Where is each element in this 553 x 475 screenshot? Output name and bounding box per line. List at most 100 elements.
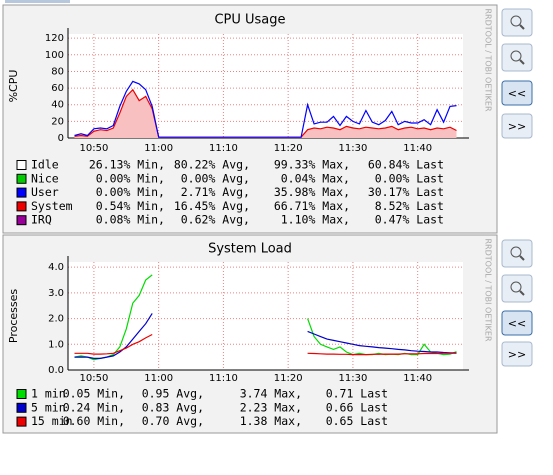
legend-stat: 35.98% Max, [274, 185, 350, 199]
y-tick-label: 40 [51, 100, 64, 111]
tab [5, 0, 70, 3]
legend-stat: 0.66 Last [326, 400, 388, 414]
x-tick-label: 10:50 [79, 373, 108, 384]
y-tick-label: 0 [58, 133, 64, 144]
back-button[interactable] [501, 310, 533, 336]
plot-area [68, 262, 463, 370]
y-tick-label: 20 [51, 116, 64, 127]
legend-swatch [16, 173, 27, 184]
legend-stat: 0.60 Min, [63, 414, 125, 428]
legend-stat: 66.71% Max, [274, 199, 350, 213]
legend-swatch [16, 160, 27, 170]
legend-label: 1 min [31, 387, 66, 401]
legend-stat: 26.13% Min, [89, 158, 165, 172]
legend-stat: 1.38 Max, [240, 414, 302, 428]
y-tick-label: 4.0 [48, 262, 64, 273]
button-label: >> [508, 120, 526, 133]
legend-label: Nice [31, 171, 59, 185]
legend-label: User [31, 185, 59, 199]
button-label: << [508, 317, 526, 330]
y-tick-label: 1.0 [48, 339, 64, 350]
legend-stat: 0.00% Min, [96, 171, 165, 185]
legend-stat: 0.04% Max, [281, 171, 350, 185]
legend-stat: 0.00% Avg, [181, 171, 250, 185]
buttons: << >> << >> [501, 8, 533, 367]
x-tick-label: 11:10 [209, 143, 238, 154]
x-tick-label: 11:20 [274, 143, 303, 154]
back-button[interactable] [501, 80, 533, 106]
icon [519, 24, 525, 30]
legend-swatch [16, 187, 27, 198]
legend-stat: 0.65 Last [326, 414, 388, 428]
legend-swatch [16, 389, 27, 399]
legend-swatch [16, 201, 27, 212]
icon [510, 246, 522, 258]
legend-stat: 30.17% Last [368, 185, 444, 199]
legend-stat: 0.71 Last [326, 387, 388, 401]
y-tick-label: 120 [45, 33, 64, 44]
legend-label: IRQ [31, 213, 52, 227]
legend-stat: 8.52% Last [375, 199, 444, 213]
x-tick-label: 11:30 [339, 373, 368, 384]
y-tick-label: 0.0 [48, 365, 64, 376]
zoom-in-button[interactable] [501, 239, 533, 268]
icon [510, 281, 522, 293]
legend-stat: 16.45% Avg, [174, 199, 250, 213]
x-tick-label: 11:40 [403, 143, 432, 154]
watermark: RRDTOOL / TOBI OETIKER [484, 238, 493, 341]
zoom-out-button[interactable] [501, 43, 533, 72]
x-tick-label: 11:20 [274, 373, 303, 384]
chart-title: System Load [208, 242, 292, 257]
legend-stat: 1.10% Max, [281, 213, 350, 227]
y-tick-label: 80 [51, 66, 64, 77]
zoom-in-button[interactable] [501, 8, 533, 37]
zoom-out-button[interactable] [501, 274, 533, 303]
x-tick-label: 11:00 [144, 373, 173, 384]
x-tick-label: 10:50 [79, 143, 108, 154]
button-label: << [508, 87, 526, 100]
area [74, 89, 457, 138]
legend-stat: 99.33% Max, [274, 158, 350, 172]
series-line [74, 80, 457, 138]
legend-label: 5 min [31, 400, 66, 414]
icon [519, 290, 525, 296]
legend-stat: 0.24 Min, [63, 400, 125, 414]
legend-swatch [16, 402, 27, 413]
button-label: >> [508, 348, 526, 361]
forward-button[interactable] [501, 341, 533, 367]
legend-swatch [16, 215, 27, 226]
y-tick-label: 100 [45, 50, 64, 61]
x-tick-label: 11:40 [403, 373, 432, 384]
x-tick-label: 11:10 [209, 373, 238, 384]
icon [519, 59, 525, 65]
legend-stat: 0.70 Avg, [142, 414, 204, 428]
legend-label: Idle [31, 158, 59, 172]
legend-stat: 80.22% Avg, [174, 158, 250, 172]
legend-stat: 0.54% Min, [96, 199, 165, 213]
y-axis-label: Processes [7, 289, 20, 343]
x-tick-label: 11:00 [144, 143, 173, 154]
legend-stat: 60.84% Last [368, 158, 444, 172]
legend-stat: 0.00% Min, [96, 185, 165, 199]
legend-stat: 0.05 Min, [63, 387, 125, 401]
watermark: RRDTOOL / TOBI OETIKER [484, 8, 493, 111]
forward-button[interactable] [501, 113, 533, 139]
series-line [74, 333, 457, 356]
x-tick-label: 11:30 [339, 143, 368, 154]
y-tick-label: 2.0 [48, 314, 64, 325]
legend-stat: 2.23 Max, [240, 400, 302, 414]
legend-stat: 0.00% Last [375, 171, 444, 185]
legend-stat: 0.62% Avg, [181, 213, 250, 227]
icon [510, 50, 522, 62]
legend-label: System [31, 199, 73, 213]
legend-stat: 0.83 Avg, [142, 400, 204, 414]
legend-stat: 2.71% Avg, [181, 185, 250, 199]
legend-stat: 3.74 Max, [240, 387, 302, 401]
y-axis-label: %CPU [7, 70, 20, 103]
legend-stat: 0.47% Last [375, 213, 444, 227]
y-tick-label: 3.0 [48, 288, 64, 299]
legend-label: 15 min [31, 414, 73, 428]
series-line [74, 313, 457, 359]
legend-stat: 0.95 Avg, [142, 387, 204, 401]
